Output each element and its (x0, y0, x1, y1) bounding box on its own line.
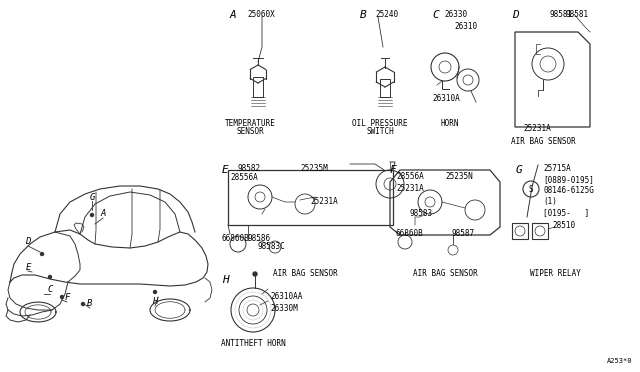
Circle shape (40, 253, 44, 256)
Text: TEMPERATURE: TEMPERATURE (225, 119, 275, 128)
Text: C: C (432, 10, 439, 20)
Text: 26310A: 26310A (432, 94, 460, 103)
Text: 08146-6125G: 08146-6125G (543, 186, 594, 195)
Text: A253*0: A253*0 (607, 358, 632, 364)
Text: 26330M: 26330M (270, 304, 298, 313)
Text: 25231A: 25231A (396, 184, 424, 193)
Text: [0889-0195]: [0889-0195] (543, 175, 594, 184)
Text: 25231A: 25231A (523, 124, 551, 133)
Text: D: D (26, 237, 31, 247)
Text: 28510: 28510 (552, 221, 575, 230)
Text: G: G (90, 192, 95, 202)
Circle shape (90, 214, 93, 217)
Text: C: C (47, 285, 52, 295)
Text: E: E (26, 263, 31, 272)
Text: 25235N: 25235N (445, 172, 473, 181)
Text: 98583: 98583 (410, 209, 433, 218)
Text: ANTITHEFT HORN: ANTITHEFT HORN (221, 339, 285, 348)
Text: 28556A: 28556A (230, 173, 258, 182)
Text: 98587: 98587 (452, 229, 475, 238)
Text: H: H (222, 275, 228, 285)
Text: 26310: 26310 (454, 22, 477, 31)
Text: S: S (529, 185, 533, 193)
Text: 98583C: 98583C (258, 242, 285, 251)
Text: D: D (512, 10, 519, 20)
Circle shape (61, 295, 63, 298)
Bar (532, 223, 548, 239)
Text: AIR BAG SENSOR: AIR BAG SENSOR (413, 269, 477, 278)
Text: F: F (390, 165, 397, 175)
Text: 25231A: 25231A (310, 197, 338, 206)
Text: SENSOR: SENSOR (236, 127, 264, 136)
Text: B: B (360, 10, 367, 20)
Text: F: F (64, 294, 70, 302)
Bar (380, 79, 390, 97)
Text: 25060X: 25060X (247, 10, 275, 19)
Text: AIR BAG SENSOR: AIR BAG SENSOR (273, 269, 337, 278)
Circle shape (49, 276, 51, 279)
Text: B: B (87, 299, 93, 308)
Text: 26330: 26330 (444, 10, 467, 19)
Text: HORN: HORN (441, 119, 460, 128)
Text: 26310AA: 26310AA (270, 292, 302, 301)
Text: 66860B: 66860B (396, 229, 424, 238)
Text: E: E (222, 165, 228, 175)
Circle shape (253, 272, 257, 276)
Text: A: A (230, 10, 237, 20)
Text: A: A (100, 209, 106, 218)
Text: 98581: 98581 (565, 10, 588, 19)
Text: 98586: 98586 (248, 234, 271, 243)
Text: 25235M: 25235M (300, 164, 328, 173)
Text: OIL PRESSURE: OIL PRESSURE (352, 119, 408, 128)
Text: AIR BAG SENSOR: AIR BAG SENSOR (511, 137, 575, 146)
Text: 28556A: 28556A (396, 172, 424, 181)
Text: 25240: 25240 (375, 10, 398, 19)
Text: 25715A: 25715A (543, 164, 571, 173)
Bar (512, 223, 528, 239)
Text: 66860B: 66860B (222, 234, 250, 243)
Text: (1): (1) (543, 197, 557, 206)
Circle shape (81, 302, 84, 305)
Text: WIPER RELAY: WIPER RELAY (529, 269, 580, 278)
Text: G: G (516, 165, 523, 175)
Text: 98582: 98582 (237, 164, 260, 173)
Text: 98581: 98581 (550, 10, 573, 19)
Text: [0195-   ]: [0195- ] (543, 208, 589, 217)
Circle shape (154, 291, 157, 294)
Bar (228, 170, 393, 225)
Text: SWITCH: SWITCH (366, 127, 394, 136)
Text: H: H (152, 298, 157, 307)
Bar (253, 77, 263, 97)
